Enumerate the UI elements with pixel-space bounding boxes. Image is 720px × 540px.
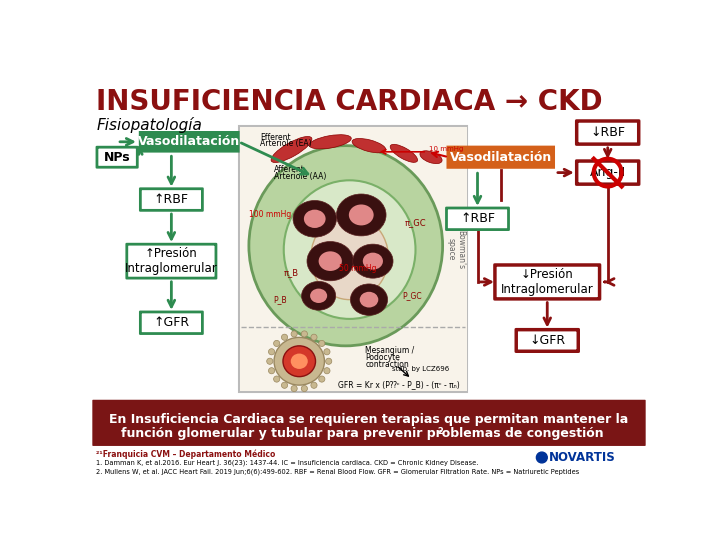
Text: ↑RBF: ↑RBF — [460, 212, 495, 225]
Text: En Insuficiencia Cardiaca se requieren terapias que permitan mantener la: En Insuficiencia Cardiaca se requieren t… — [109, 413, 629, 426]
Text: contraction: contraction — [365, 360, 409, 369]
FancyBboxPatch shape — [577, 121, 639, 144]
FancyBboxPatch shape — [140, 312, 202, 334]
Ellipse shape — [271, 137, 312, 163]
Text: Arteriole (EA): Arteriole (EA) — [261, 139, 312, 148]
Ellipse shape — [302, 281, 336, 310]
Circle shape — [291, 331, 297, 337]
Text: stab. by LCZ696: stab. by LCZ696 — [392, 366, 449, 372]
Ellipse shape — [353, 244, 393, 278]
Circle shape — [311, 382, 317, 388]
Circle shape — [319, 340, 325, 347]
Ellipse shape — [351, 284, 387, 315]
Ellipse shape — [304, 210, 325, 228]
Text: Mesangium /: Mesangium / — [365, 346, 415, 355]
Ellipse shape — [293, 200, 336, 237]
Ellipse shape — [363, 253, 383, 269]
Text: P_GC: P_GC — [402, 291, 421, 300]
Text: 100 mmHg: 100 mmHg — [249, 211, 291, 219]
Ellipse shape — [307, 241, 354, 281]
Text: Ang-II: Ang-II — [590, 166, 626, 179]
Ellipse shape — [309, 134, 351, 149]
Text: Podocyte: Podocyte — [365, 353, 400, 362]
FancyBboxPatch shape — [97, 147, 138, 167]
Circle shape — [269, 368, 274, 374]
Text: π_B: π_B — [284, 268, 299, 277]
Ellipse shape — [360, 292, 378, 307]
Text: ↑Presión
Intraglomerular: ↑Presión Intraglomerular — [125, 247, 217, 275]
Ellipse shape — [283, 346, 315, 377]
Circle shape — [301, 386, 307, 392]
FancyBboxPatch shape — [446, 208, 508, 230]
Ellipse shape — [352, 138, 386, 153]
Circle shape — [324, 368, 330, 374]
Text: NOVARTIS: NOVARTIS — [549, 451, 616, 464]
Text: Vasodilatación: Vasodilatación — [449, 151, 552, 164]
Text: 2: 2 — [437, 428, 443, 436]
Text: Afferent: Afferent — [274, 165, 305, 174]
FancyBboxPatch shape — [140, 189, 202, 211]
Circle shape — [301, 331, 307, 337]
Ellipse shape — [311, 215, 388, 300]
Text: Bowman's
space: Bowman's space — [446, 230, 466, 269]
Circle shape — [282, 382, 287, 388]
Text: ↓RBF: ↓RBF — [590, 126, 625, 139]
Circle shape — [291, 386, 297, 392]
Text: P_B: P_B — [273, 295, 287, 304]
Text: Vasodilatación: Vasodilatación — [138, 136, 240, 148]
Text: función glomerular y tubular para prevenir problemas de congestión: función glomerular y tubular para preven… — [122, 428, 604, 441]
Circle shape — [319, 376, 325, 382]
Text: ↑RBF: ↑RBF — [154, 193, 189, 206]
Text: Arteriole (AA): Arteriole (AA) — [274, 172, 326, 181]
Ellipse shape — [319, 251, 342, 271]
Text: ↓GFR: ↓GFR — [529, 334, 565, 347]
Text: π_GC: π_GC — [405, 218, 426, 227]
Text: INSUFICIENCIA CARDIACA → CKD: INSUFICIENCIA CARDIACA → CKD — [96, 88, 603, 116]
Text: ↓Presión
Intraglomerular: ↓Presión Intraglomerular — [501, 268, 593, 296]
Text: 10 mmHg: 10 mmHg — [428, 146, 463, 152]
Circle shape — [311, 334, 317, 340]
FancyBboxPatch shape — [240, 127, 467, 392]
Text: ↑GFR: ↑GFR — [153, 316, 189, 329]
Ellipse shape — [349, 205, 374, 225]
FancyBboxPatch shape — [577, 161, 639, 184]
Ellipse shape — [390, 144, 418, 163]
Ellipse shape — [249, 146, 443, 346]
Circle shape — [274, 340, 280, 347]
FancyBboxPatch shape — [239, 126, 467, 392]
Circle shape — [536, 452, 547, 463]
Text: ²¹Franquicia CVM – Departamento Médico: ²¹Franquicia CVM – Departamento Médico — [96, 450, 276, 460]
Text: 50 mmHg: 50 mmHg — [338, 265, 376, 273]
FancyBboxPatch shape — [516, 329, 578, 351]
Text: GFR = Kr x (P⁇ᶜ - P_B) - (πᶜ - πₙ): GFR = Kr x (P⁇ᶜ - P_B) - (πᶜ - πₙ) — [338, 380, 460, 389]
Text: NPs: NPs — [104, 151, 130, 164]
Circle shape — [266, 358, 273, 365]
Text: 2. Mullens W, et al. JACC Heart Fail. 2019 Jun;6(6):499-602. RBF = Renal Blood F: 2. Mullens W, et al. JACC Heart Fail. 20… — [96, 468, 580, 475]
Ellipse shape — [420, 151, 442, 164]
Text: 1. Damman K, et al.2016. Eur Heart J. 36(23): 1437-44. IC = Insuficiencia cardia: 1. Damman K, et al.2016. Eur Heart J. 36… — [96, 460, 479, 467]
FancyBboxPatch shape — [139, 131, 240, 153]
Circle shape — [324, 349, 330, 355]
FancyBboxPatch shape — [92, 400, 646, 446]
FancyBboxPatch shape — [127, 244, 216, 278]
Circle shape — [274, 376, 280, 382]
FancyBboxPatch shape — [446, 146, 555, 169]
Text: Fisiopatología: Fisiopatología — [96, 117, 202, 133]
Ellipse shape — [310, 288, 327, 303]
Circle shape — [269, 349, 274, 355]
Ellipse shape — [336, 194, 386, 236]
Text: Efferent: Efferent — [261, 132, 291, 141]
Ellipse shape — [291, 354, 307, 369]
Ellipse shape — [284, 180, 415, 319]
Circle shape — [282, 334, 287, 340]
Circle shape — [325, 358, 332, 365]
Ellipse shape — [274, 338, 325, 385]
FancyBboxPatch shape — [495, 265, 600, 299]
